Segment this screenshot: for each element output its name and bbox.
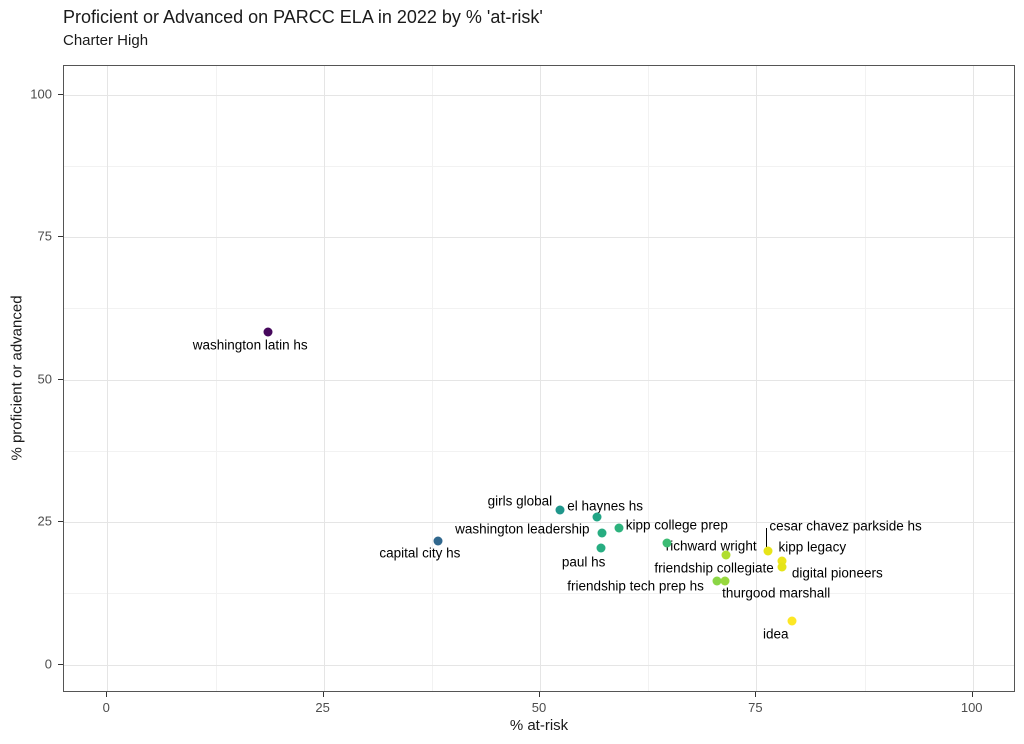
x-axis-tick (106, 692, 108, 697)
gridline-x-minor (431, 66, 433, 691)
point-label: idea (763, 626, 789, 642)
y-axis-tick (58, 663, 63, 665)
x-axis-tick (755, 692, 757, 697)
chart-subtitle: Charter High (63, 32, 149, 49)
gridline-x-minor (215, 66, 217, 691)
data-point (433, 536, 443, 546)
data-point (592, 512, 602, 522)
y-axis-tick (58, 236, 63, 237)
gridline-y-major (64, 237, 1014, 238)
gridline-y-major (64, 664, 1014, 666)
y-axis-tick-label: 50 (37, 371, 52, 386)
data-point (555, 505, 565, 515)
x-axis-tick (322, 692, 324, 697)
point-label: washington latin hs (192, 337, 308, 353)
point-label: kipp college prep (625, 517, 728, 533)
point-label: washington leadership (455, 521, 590, 537)
data-point (720, 576, 730, 586)
y-axis-tick (58, 521, 63, 522)
label-leader-line (765, 527, 767, 547)
gridline-x-minor (648, 66, 650, 691)
x-axis-tick-label: 75 (748, 700, 763, 715)
data-point (662, 538, 672, 547)
point-label: thurgood marshall (722, 585, 831, 601)
x-axis-tick-label: 0 (102, 700, 110, 715)
data-point (712, 576, 722, 586)
point-label: capital city hs (379, 545, 461, 561)
data-point (263, 327, 273, 337)
data-point (597, 528, 607, 538)
gridline-y-major (64, 94, 1014, 96)
gridline-y-minor (64, 593, 1014, 595)
x-axis-tick-label: 25 (315, 700, 330, 715)
y-axis-tick-label: 100 (30, 86, 52, 101)
point-label: paul hs (561, 554, 606, 570)
gridline-x-major (540, 66, 541, 691)
gridline-y-minor (64, 165, 1014, 167)
plot-panel: washington latin hs capital city hs girls … (63, 65, 1015, 692)
y-axis-tick (58, 378, 63, 380)
gridline-y-minor (64, 450, 1014, 452)
y-axis-tick-label: 0 (44, 656, 52, 671)
x-axis-tick (971, 692, 973, 697)
gridline-y-minor (64, 308, 1014, 310)
y-axis-tick-label: 75 (37, 228, 52, 244)
y-axis-title: % proficient or advanced (8, 295, 26, 461)
y-axis-tick (58, 93, 63, 95)
point-label: richward wright (665, 538, 757, 553)
x-axis-title: % at-risk (509, 717, 569, 734)
data-point (777, 556, 787, 566)
point-label: cesar chavez parkside hs (769, 518, 922, 533)
chart-title: Proficient or Advanced on PARCC ELA in 2… (63, 7, 543, 27)
data-point (596, 543, 606, 553)
data-point (614, 523, 624, 533)
gridline-x-major (107, 66, 109, 691)
data-point (787, 616, 797, 626)
point-label: girls global (487, 493, 553, 509)
gridline-x-major (972, 66, 974, 691)
gridline-x-minor (864, 66, 866, 691)
point-label: friendship collegiate (654, 560, 774, 575)
point-label: digital pioneers (791, 565, 883, 580)
data-point (721, 550, 731, 559)
x-axis-tick-label: 100 (960, 700, 983, 715)
gridline-y-major (64, 379, 1014, 381)
x-axis-tick (539, 692, 540, 697)
gridline-x-major (323, 66, 325, 691)
x-axis-tick-label: 50 (531, 700, 547, 715)
point-label: el haynes hs (567, 498, 643, 514)
data-point (777, 562, 787, 571)
point-label: friendship tech prep hs (567, 578, 704, 594)
y-axis-tick-label: 25 (37, 513, 52, 529)
point-label: kipp legacy (778, 539, 847, 555)
data-point (763, 546, 773, 555)
